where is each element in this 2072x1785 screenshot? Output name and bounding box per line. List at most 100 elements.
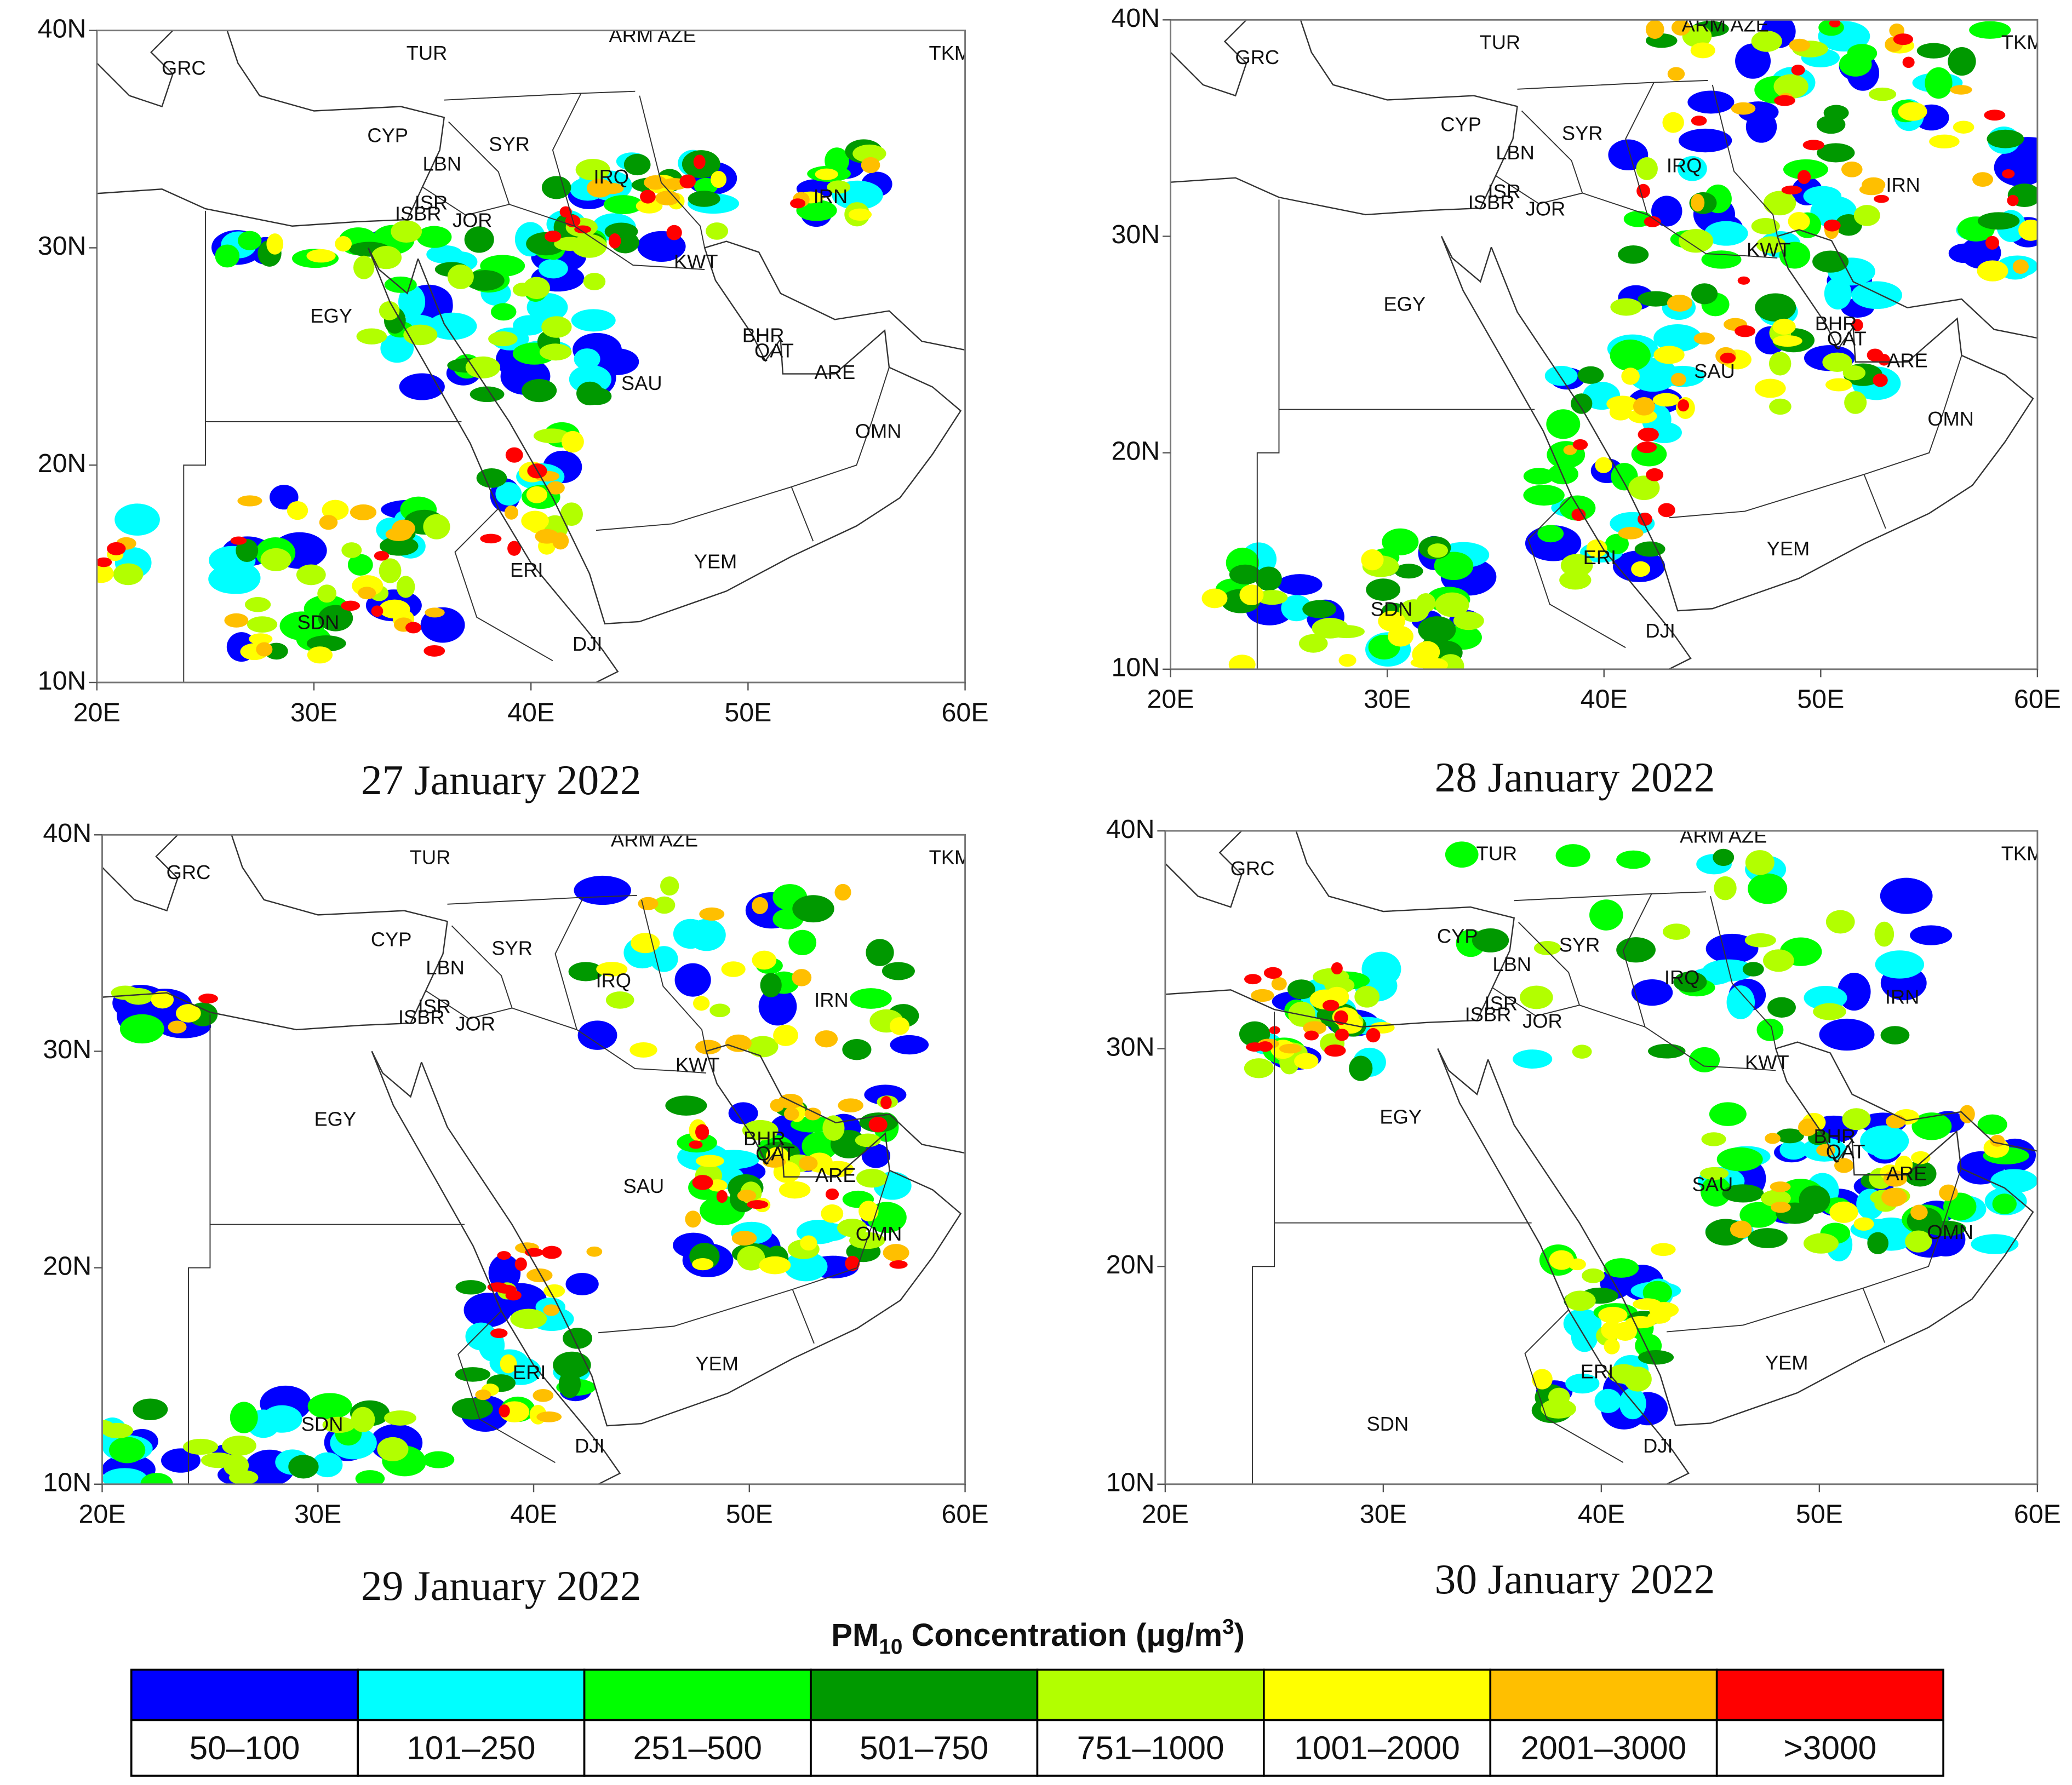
- dust-plume: [1797, 170, 1811, 184]
- dust-plume: [1953, 120, 1974, 134]
- dust-plume: [335, 236, 352, 252]
- dust-plume: [1647, 1311, 1671, 1324]
- dust-plume: [1875, 950, 1925, 979]
- dust-plume: [107, 542, 126, 555]
- legend-label: 501–750: [860, 1729, 988, 1766]
- dust-plume: [552, 532, 569, 550]
- dust-plume: [198, 994, 218, 1004]
- dust-plume: [605, 991, 634, 1009]
- coastline: [417, 240, 965, 625]
- dust-plume: [350, 504, 377, 520]
- dust-plume: [1532, 1369, 1553, 1390]
- legend-swatch: [1489, 1668, 1718, 1721]
- dust-plume: [709, 1003, 730, 1018]
- dust-plume: [1541, 1399, 1576, 1419]
- dust-plume: [510, 1308, 547, 1329]
- lon-tick-label: 50E: [1797, 685, 1844, 714]
- country-label: ARE: [1887, 349, 1928, 371]
- border: [1517, 79, 1708, 90]
- dust-plume: [1671, 20, 1691, 36]
- dust-plume: [822, 1115, 845, 1141]
- dust-plume: [1959, 1105, 1975, 1123]
- dust-plume: [1594, 1388, 1622, 1413]
- country-label: BHR: [1815, 312, 1857, 335]
- dust-plume: [838, 1098, 863, 1113]
- country-label: SAU: [1692, 1173, 1733, 1196]
- dust-plume: [1691, 116, 1707, 126]
- dust-plume: [151, 990, 174, 1009]
- country-label: GRC: [167, 861, 211, 883]
- dust-plume: [1804, 986, 1847, 1010]
- dust-plume: [586, 1246, 603, 1257]
- dust-plume: [1610, 339, 1651, 371]
- dust-plume: [1605, 533, 1629, 554]
- dust-plume: [608, 233, 621, 249]
- dust-plume: [1244, 1058, 1274, 1078]
- dust-plume: [476, 468, 507, 488]
- dust-plume: [1971, 1234, 2019, 1254]
- dust-plume: [499, 1404, 510, 1417]
- country-label: QAT: [1827, 328, 1867, 350]
- dust-plume: [1925, 67, 1953, 99]
- lon-tick-label: 40E: [507, 698, 554, 727]
- legend-title: PM10 Concentration (μg/m3): [831, 1615, 1245, 1658]
- dust-plume: [1905, 1230, 1932, 1253]
- lat-tick-label: 30N: [1106, 1032, 1155, 1061]
- dust-plume: [821, 1204, 844, 1223]
- lon-tick-label: 40E: [510, 1500, 557, 1529]
- dust-plume: [1816, 1144, 1836, 1157]
- coastline: [371, 1051, 621, 1484]
- dust-plume: [1324, 1044, 1346, 1057]
- dust-plume: [1871, 1140, 1899, 1160]
- dust-plume: [1693, 332, 1715, 345]
- dust-plume: [1726, 985, 1755, 1019]
- dust-plume: [1842, 365, 1866, 381]
- dust-plume: [827, 180, 851, 194]
- dust-plume: [526, 1268, 553, 1283]
- dust-plume: [1589, 899, 1623, 931]
- dust-plume: [1582, 1268, 1605, 1283]
- dust-plume: [2007, 194, 2019, 206]
- dust-plume: [1868, 87, 1897, 101]
- border: [1518, 922, 1580, 1006]
- lat-tick-label: 10N: [1111, 653, 1160, 682]
- dust-plume: [1279, 1043, 1302, 1054]
- legend-cell: [1036, 1719, 1265, 1777]
- lat-tick-label: 10N: [38, 666, 87, 696]
- dust-plume: [629, 1042, 657, 1058]
- dust-plume: [1667, 67, 1685, 81]
- dust-plume: [599, 182, 624, 194]
- country-label: JOR: [453, 209, 493, 231]
- country-label: IRQ: [1667, 154, 1702, 177]
- dust-plume: [825, 147, 849, 174]
- country-label: EGY: [1383, 293, 1426, 315]
- country-label: CYP: [1437, 925, 1478, 947]
- legend-cell: [1715, 1719, 1944, 1777]
- lon-tick-label: 50E: [724, 698, 771, 727]
- country-label: SYR: [1559, 933, 1600, 956]
- dust-plume: [1631, 979, 1673, 1006]
- lon-tick-label: 60E: [942, 698, 989, 727]
- country-label: CYP: [1440, 113, 1481, 136]
- dust-plume: [666, 225, 682, 240]
- country-label: SDN: [297, 611, 340, 633]
- border: [792, 1289, 815, 1344]
- dust-plume: [858, 1201, 879, 1221]
- dust-plume: [1825, 910, 1855, 934]
- lon-tick-label: 40E: [1578, 1500, 1625, 1529]
- country-label: SYR: [491, 937, 533, 959]
- dust-plume: [1653, 346, 1685, 364]
- dust-plume: [1646, 468, 1664, 481]
- country-label: ISBR: [1465, 1003, 1512, 1026]
- dust-plume: [1607, 1364, 1640, 1384]
- dust-plume: [868, 1117, 888, 1133]
- dust-plume: [758, 988, 797, 1026]
- dust-plume: [1722, 1184, 1764, 1203]
- dust-plume: [1803, 1233, 1839, 1254]
- dust-plume: [693, 154, 706, 169]
- coastline: [371, 1051, 422, 1098]
